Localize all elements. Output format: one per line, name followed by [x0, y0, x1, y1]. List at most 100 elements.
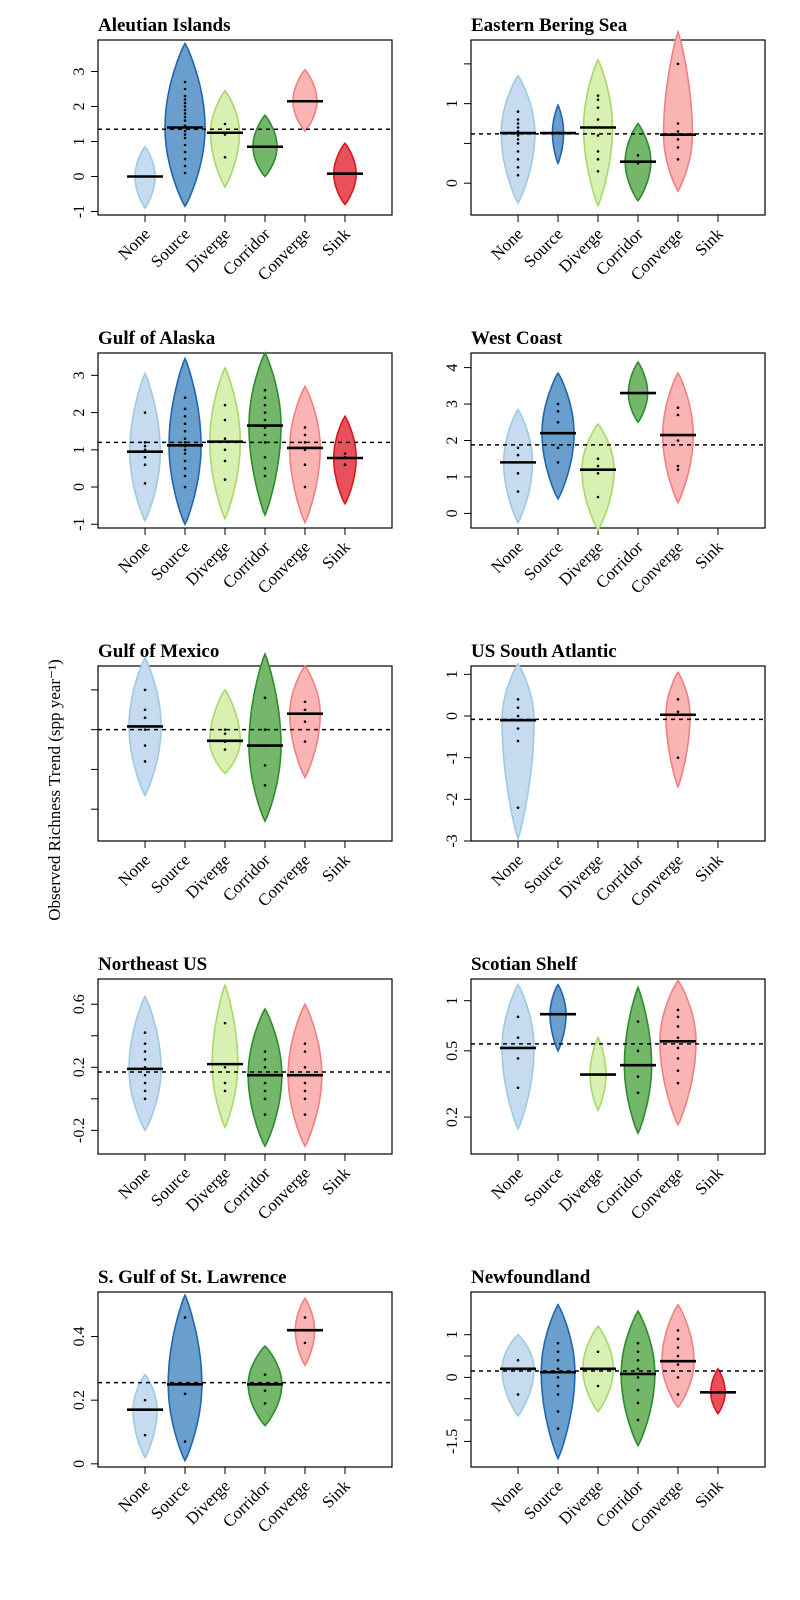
- data-point: [676, 1354, 680, 1358]
- data-point: [636, 154, 640, 157]
- data-point: [676, 138, 680, 141]
- violin-corridor: [247, 1007, 283, 1148]
- panel-title: Newfoundland: [471, 1267, 591, 1288]
- data-point: [223, 748, 227, 751]
- data-point: [303, 1050, 307, 1053]
- data-point: [516, 1036, 520, 1039]
- data-point: [183, 171, 187, 175]
- plot-frame: [470, 978, 766, 1155]
- data-point: [183, 129, 187, 133]
- data-point: [143, 411, 147, 414]
- y-tick-label: 0: [444, 712, 461, 720]
- data-point: [303, 1341, 307, 1345]
- data-point: [676, 406, 680, 409]
- violin-diverge: [209, 89, 241, 189]
- violin-none: [501, 1333, 535, 1418]
- y-tick-label: 0: [444, 509, 461, 517]
- data-point: [556, 402, 560, 406]
- data-point: [676, 698, 680, 701]
- data-point: [183, 414, 187, 418]
- x-tick-label-sink: Sink: [691, 537, 727, 573]
- plot-frame: [97, 352, 393, 529]
- data-point: [263, 411, 267, 414]
- data-point: [263, 1065, 267, 1069]
- data-point: [516, 453, 520, 457]
- data-point: [183, 1316, 187, 1319]
- x-tick-label-sink: Sink: [318, 1476, 354, 1512]
- data-point: [263, 1113, 267, 1116]
- violin-converge: [294, 1296, 316, 1367]
- data-point: [143, 1398, 147, 1402]
- data-point: [516, 739, 520, 743]
- data-point: [303, 463, 307, 467]
- data-point: [263, 1402, 267, 1405]
- data-point: [263, 728, 267, 731]
- violin-none: [501, 982, 535, 1131]
- violin-converge: [661, 371, 695, 505]
- data-point: [303, 1113, 307, 1116]
- y-tick-label: 3: [71, 68, 88, 76]
- data-point: [183, 396, 187, 399]
- data-point: [676, 1057, 680, 1060]
- panel-title: S. Gulf of St. Lawrence: [98, 1267, 287, 1288]
- data-point: [143, 688, 147, 692]
- y-tick-label: 0.2: [71, 1390, 88, 1410]
- y-tick-label: 0: [71, 1460, 88, 1468]
- data-point: [143, 444, 147, 448]
- data-point: [343, 463, 347, 467]
- data-point: [596, 457, 600, 461]
- y-tick-label: 0.4: [71, 1327, 88, 1347]
- data-point: [516, 1057, 520, 1060]
- plot-frame: [97, 665, 393, 842]
- data-point: [516, 1358, 520, 1362]
- y-tick-label: 1: [71, 446, 88, 454]
- x-tick-label-sink: Sink: [318, 224, 354, 260]
- data-point: [263, 467, 267, 470]
- y-tick-label: 4: [444, 364, 461, 372]
- data-point: [676, 62, 680, 66]
- y-tick-label: -1: [71, 205, 88, 218]
- violin-corridor: [248, 652, 282, 823]
- violin-source: [167, 1293, 203, 1463]
- data-point: [223, 403, 227, 407]
- data-point: [183, 136, 187, 140]
- data-point: [676, 1337, 680, 1341]
- data-point: [516, 122, 520, 125]
- data-point: [143, 744, 147, 747]
- violin-sink: [332, 414, 358, 506]
- violin-none: [132, 1373, 158, 1460]
- plot-frame: [470, 665, 766, 842]
- data-point: [516, 142, 520, 145]
- data-point: [516, 165, 520, 169]
- y-tick-label: 1: [444, 670, 461, 678]
- data-point: [343, 452, 347, 455]
- panel-title: Gulf of Alaska: [98, 328, 216, 349]
- x-tick-label-sink: Sink: [691, 1163, 727, 1199]
- data-point: [596, 94, 600, 97]
- data-point: [183, 87, 187, 91]
- data-point: [516, 158, 520, 161]
- data-point: [183, 467, 187, 470]
- data-point: [303, 433, 307, 437]
- data-point: [183, 485, 187, 489]
- data-point: [263, 418, 267, 422]
- y-tick-label: 1: [71, 138, 88, 146]
- data-point: [636, 1401, 640, 1405]
- violin-diverge: [211, 983, 239, 1130]
- panel-title: US South Atlantic: [471, 641, 617, 662]
- data-point: [223, 728, 227, 731]
- panels-container: Aleutian Islands-10123NoneSourceDivergeC…: [71, 15, 766, 1536]
- panel-scotian-shelf: Scotian Shelf0.20.51NoneSourceDivergeCor…: [444, 954, 766, 1223]
- data-point: [263, 1058, 267, 1061]
- data-point: [143, 716, 147, 720]
- data-point: [676, 464, 680, 468]
- data-point: [263, 474, 267, 478]
- data-point: [183, 108, 187, 112]
- panel-title: Eastern Bering Sea: [471, 15, 628, 36]
- data-point: [303, 426, 307, 429]
- plot-frame: [470, 39, 766, 216]
- y-tick-label: 1: [444, 473, 461, 481]
- data-point: [223, 1065, 227, 1069]
- panel-northeast-us: Northeast US-0.20.20.6NoneSourceDivergeC…: [71, 954, 393, 1223]
- x-tick-label-sink: Sink: [691, 850, 727, 886]
